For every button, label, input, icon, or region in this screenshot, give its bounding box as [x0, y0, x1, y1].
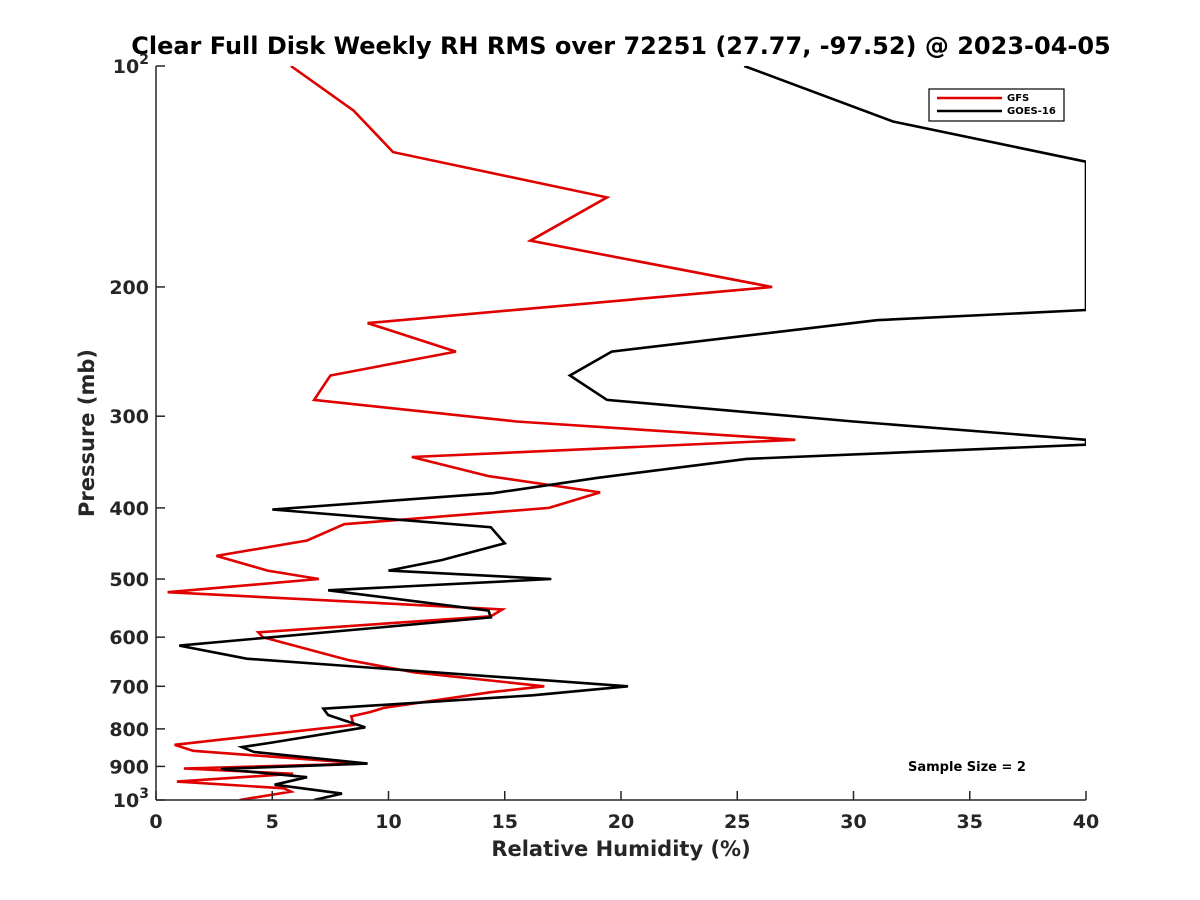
- x-tick-label: 35: [957, 811, 983, 833]
- legend: GFS GOES-16: [928, 88, 1065, 122]
- y-tick-label: 800: [109, 719, 149, 741]
- x-tick-label: 25: [724, 811, 750, 833]
- plot-area: [155, 66, 1086, 801]
- y-tick-label: 103: [113, 786, 149, 812]
- x-tick-label: 5: [266, 811, 279, 833]
- plot-background: [156, 66, 1086, 800]
- y-tick-label: 300: [109, 406, 149, 428]
- chart-title: Clear Full Disk Weekly RH RMS over 72251…: [131, 32, 1111, 60]
- x-tick-label: 40: [1073, 811, 1099, 833]
- y-tick-label: 700: [109, 676, 149, 698]
- x-tick-label: 15: [492, 811, 518, 833]
- y-tick-label: 400: [109, 498, 149, 520]
- legend-label-goes16: GOES-16: [1007, 106, 1056, 117]
- x-tick-label: 30: [840, 811, 866, 833]
- y-tick-label: 200: [109, 277, 149, 299]
- y-tick-label: 500: [109, 569, 149, 591]
- y-tick-label: 600: [109, 627, 149, 649]
- series-line-goes16: [179, 66, 1086, 800]
- series-line-gfs: [167, 66, 796, 800]
- legend-box: [928, 88, 1065, 122]
- sample-size-annotation: Sample Size = 2: [908, 760, 1026, 775]
- series-layer: [167, 66, 1086, 800]
- x-tick-label: 20: [608, 811, 634, 833]
- y-tick-label: 102: [113, 52, 149, 78]
- x-axis-label: Relative Humidity (%): [491, 837, 750, 861]
- x-tick-label: 10: [375, 811, 401, 833]
- y-axis-label: Pressure (mb): [75, 349, 99, 517]
- legend-label-gfs: GFS: [1007, 93, 1029, 104]
- y-axis-ticks: 102 200 300 400 500 600 700 800 900 103: [109, 52, 165, 812]
- x-tick-label: 0: [149, 811, 162, 833]
- x-axis-ticks: 0 5 10 15 20 25 30 35 40: [149, 791, 1099, 833]
- y-tick-label: 900: [109, 756, 149, 778]
